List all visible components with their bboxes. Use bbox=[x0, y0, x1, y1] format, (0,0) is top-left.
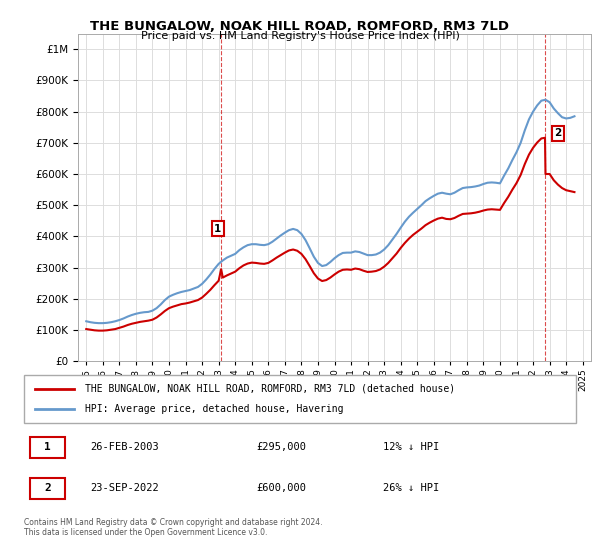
Text: 1: 1 bbox=[214, 223, 221, 234]
Text: £295,000: £295,000 bbox=[256, 442, 306, 452]
FancyBboxPatch shape bbox=[24, 375, 576, 423]
Text: Price paid vs. HM Land Registry's House Price Index (HPI): Price paid vs. HM Land Registry's House … bbox=[140, 31, 460, 41]
Text: 1: 1 bbox=[44, 442, 51, 452]
Text: THE BUNGALOW, NOAK HILL ROAD, ROMFORD, RM3 7LD: THE BUNGALOW, NOAK HILL ROAD, ROMFORD, R… bbox=[91, 20, 509, 32]
Text: 2: 2 bbox=[44, 483, 51, 493]
Text: THE BUNGALOW, NOAK HILL ROAD, ROMFORD, RM3 7LD (detached house): THE BUNGALOW, NOAK HILL ROAD, ROMFORD, R… bbox=[85, 384, 455, 394]
Text: £600,000: £600,000 bbox=[256, 483, 306, 493]
Text: Contains HM Land Registry data © Crown copyright and database right 2024.: Contains HM Land Registry data © Crown c… bbox=[24, 518, 323, 527]
FancyBboxPatch shape bbox=[29, 478, 65, 498]
FancyBboxPatch shape bbox=[29, 437, 65, 458]
Text: 2: 2 bbox=[554, 128, 562, 138]
Text: 26-FEB-2003: 26-FEB-2003 bbox=[90, 442, 159, 452]
Text: 23-SEP-2022: 23-SEP-2022 bbox=[90, 483, 159, 493]
Text: 12% ↓ HPI: 12% ↓ HPI bbox=[383, 442, 439, 452]
Text: This data is licensed under the Open Government Licence v3.0.: This data is licensed under the Open Gov… bbox=[24, 528, 268, 536]
Text: HPI: Average price, detached house, Havering: HPI: Average price, detached house, Have… bbox=[85, 404, 343, 414]
Text: 26% ↓ HPI: 26% ↓ HPI bbox=[383, 483, 439, 493]
